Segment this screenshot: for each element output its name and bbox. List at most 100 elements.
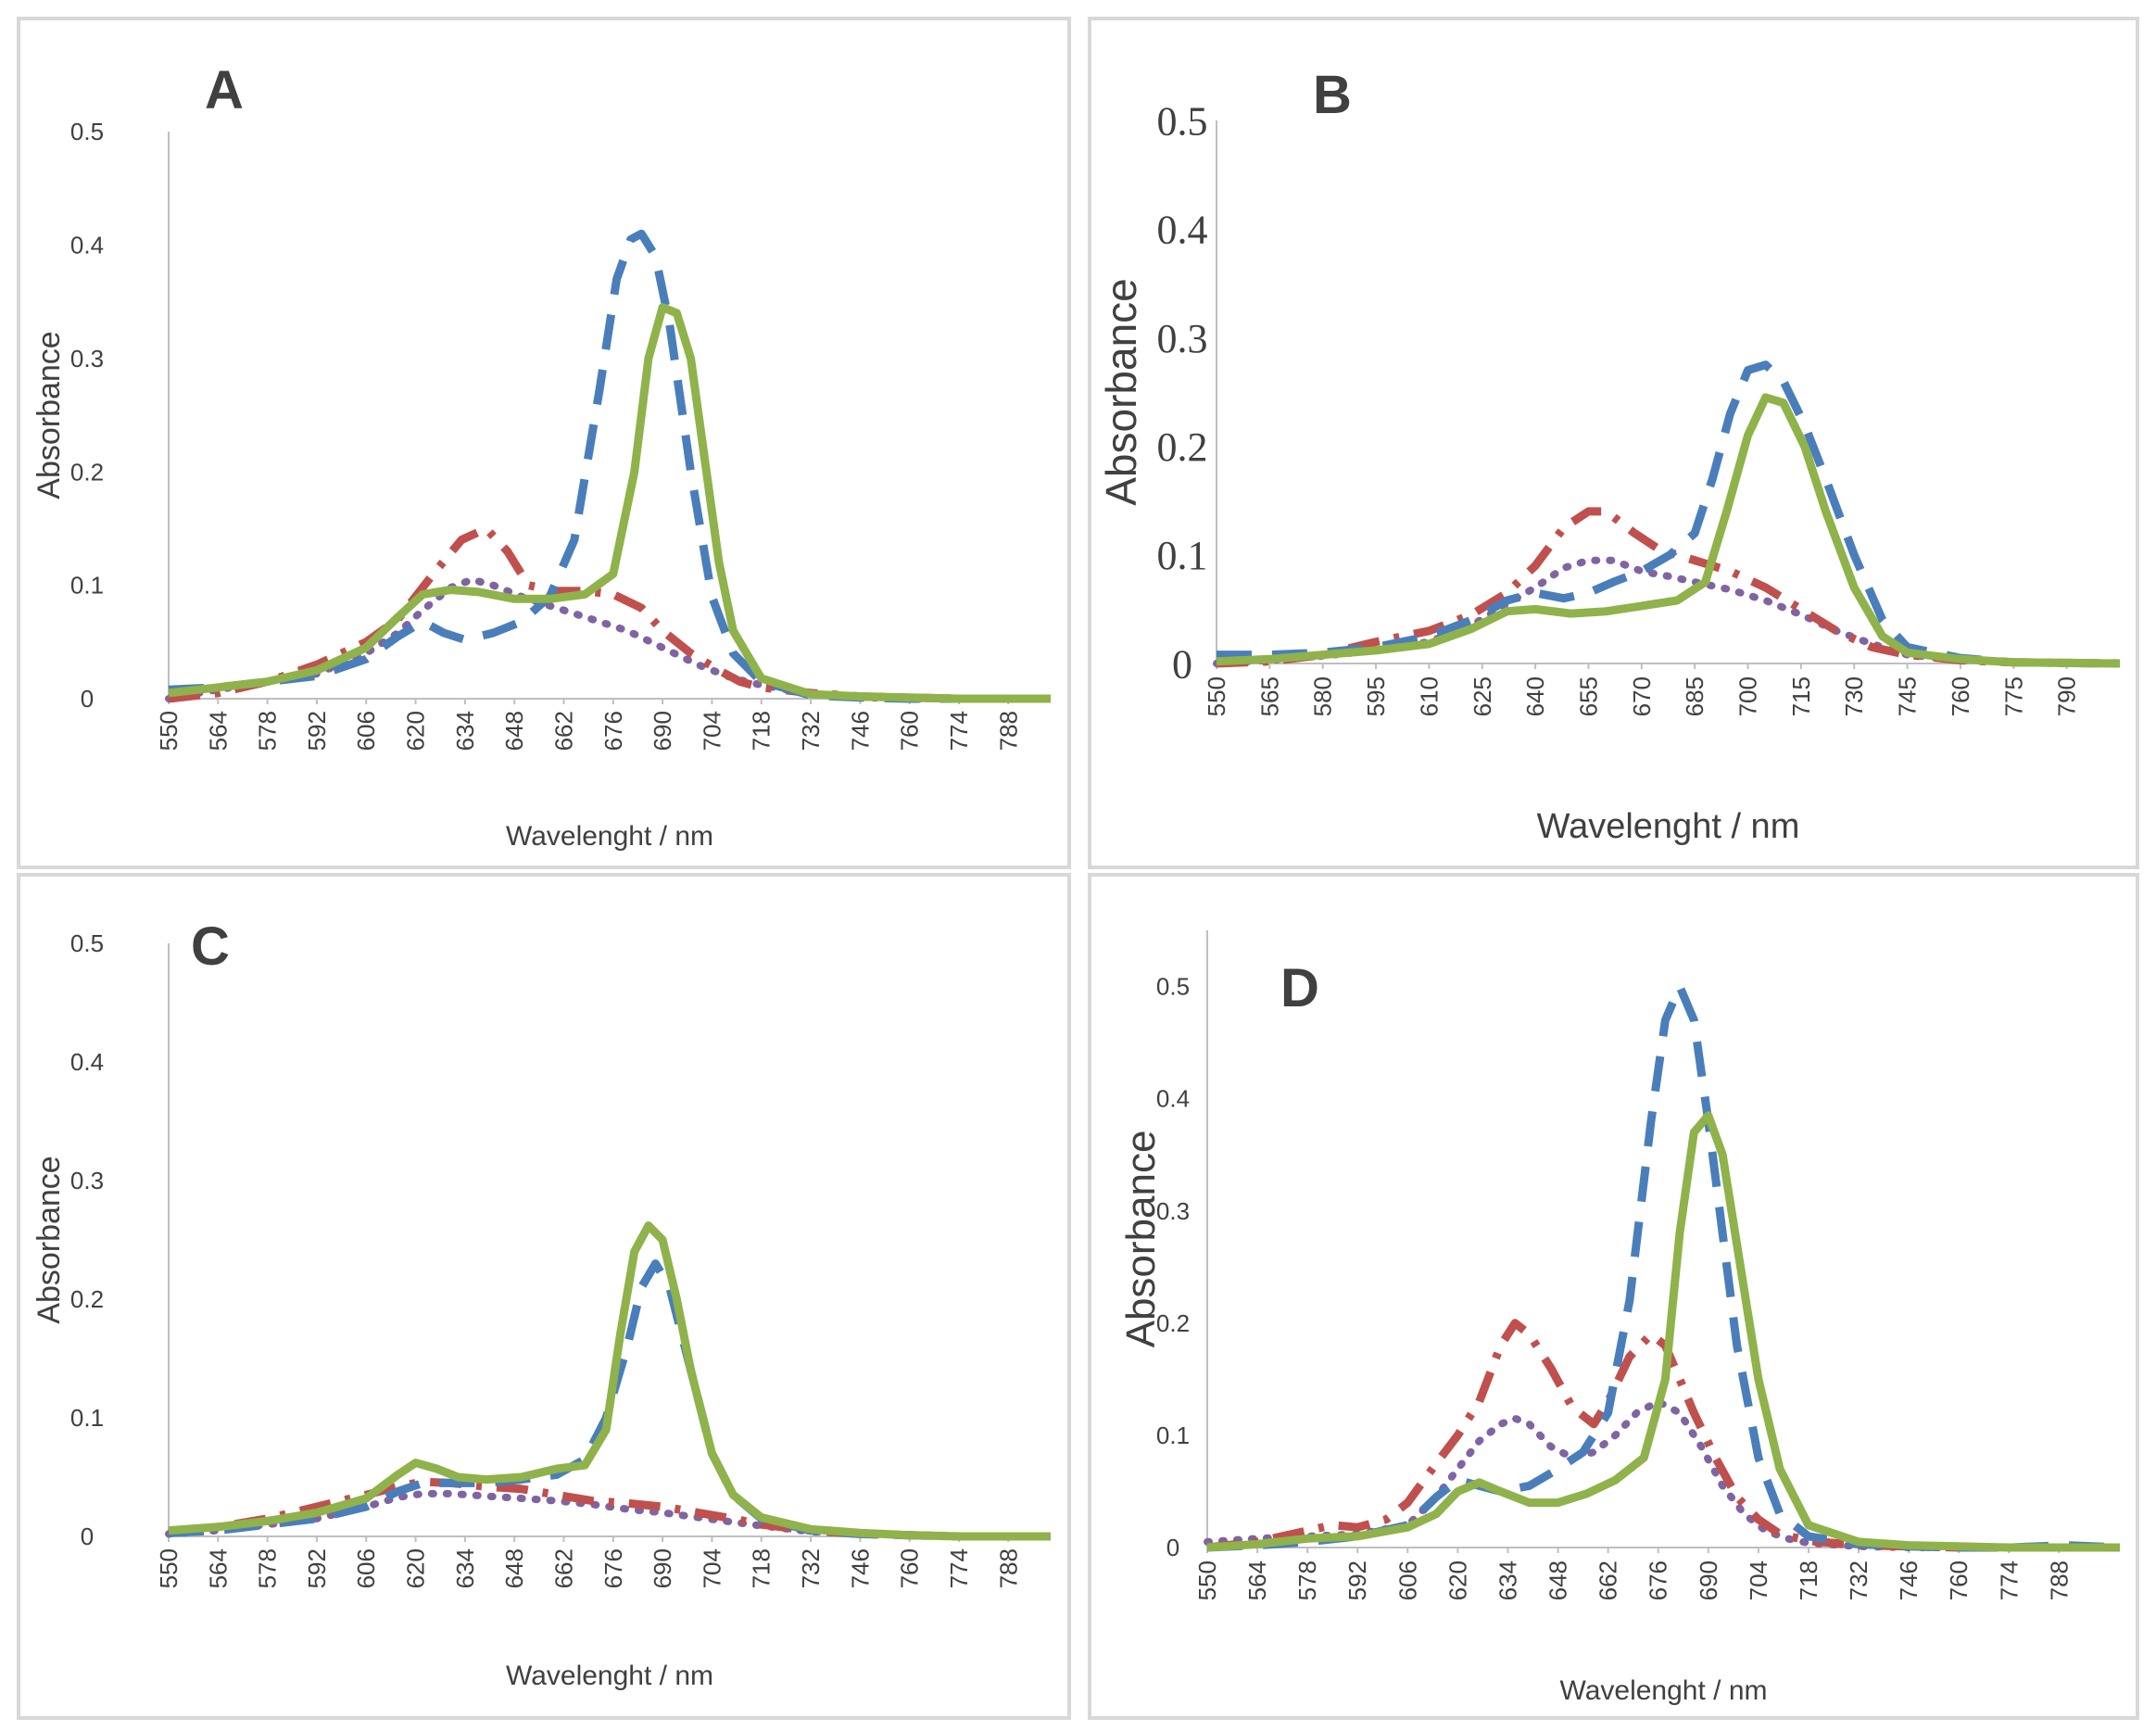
panel-label: C [191,916,230,977]
x-tick-label: 790 [2053,676,2081,716]
y-axis-title: Absorbance [1097,278,1145,506]
x-tick-label: 732 [1845,1560,1872,1600]
x-tick-label: 564 [204,1548,232,1588]
x-tick-label: 580 [1309,676,1337,716]
x-tick-label: 606 [352,711,380,751]
x-tick-label: 655 [1574,676,1602,716]
y-tick-label: 0.5 [1157,98,1208,144]
x-tick-label: 634 [451,711,479,751]
x-tick-label: 704 [1745,1560,1772,1600]
x-tick-label: 578 [254,711,282,751]
series-line-blue-dashed [1217,360,2121,668]
x-tick-label: 648 [500,1548,528,1588]
series-line-green-solid [1206,1111,2120,1552]
y-tick-label: 0.5 [1156,973,1190,1001]
y-tick-label: 0.5 [70,118,104,145]
x-tick-label: 704 [698,711,725,751]
y-tick-label: 0.2 [70,1285,104,1313]
x-tick-label: 662 [549,1548,577,1588]
x-tick-label: 730 [1840,676,1868,716]
x-tick-label: 620 [402,1548,430,1588]
x-tick-label: 760 [1945,1560,1973,1600]
x-tick-label: 565 [1255,676,1283,716]
x-tick-label: 690 [649,711,676,751]
x-tick-label: 620 [1444,1560,1471,1600]
x-tick-label: 578 [254,1548,282,1588]
x-axis-title: Wavelenght / nm [506,821,713,852]
x-tick-label: 606 [352,1548,380,1588]
panel-label: B [1313,65,1352,125]
y-tick-label: 0.1 [1156,1421,1190,1449]
x-tick-label: 564 [1243,1560,1271,1600]
x-tick-label: 746 [1895,1560,1923,1600]
x-tick-label: 788 [994,711,1022,751]
x-tick-label: 640 [1521,676,1549,716]
x-tick-label: 550 [1193,1560,1221,1600]
y-axis-title: Absorbance [32,1156,67,1323]
y-tick-label: 0.3 [1157,316,1208,361]
x-tick-label: 718 [748,1548,775,1588]
y-tick-label: 0.2 [1156,1309,1190,1337]
x-tick-label: 595 [1362,676,1390,716]
x-tick-label: 662 [549,711,577,751]
y-tick-label: 0.4 [70,1048,104,1076]
x-tick-label: 760 [1947,676,1974,716]
series-line-red-dashdot [1206,1319,2120,1552]
chart-panel-a: 0 0.1 0.2 0.3 0.4 0.5 550 564 578 592 606 620 634 648… [17,17,1071,869]
x-tick-label: 606 [1393,1560,1421,1600]
chart-panel-d: 0 0.1 0.2 0.3 0.4 0.5 550 564 578 592 606 620 634 648… [1088,873,2139,1720]
series-line-red-dashdot [1216,507,2121,668]
x-tick-label: 670 [1628,676,1656,716]
x-tick-label: 550 [155,1548,183,1588]
chart-d-svg: 0 0.1 0.2 0.3 0.4 0.5 550 564 578 592 606 620 634 648… [1118,930,2124,1706]
series-line-green-solid [1216,393,2121,668]
x-tick-label: 634 [1494,1560,1521,1600]
x-tick-label: 550 [155,711,183,751]
x-tick-label: 676 [599,1548,627,1588]
x-tick-label: 592 [303,1548,331,1588]
x-tick-label: 704 [698,1548,725,1588]
y-axis-title: Absorbance [32,331,67,499]
y-tick-label: 0.1 [70,1404,104,1432]
x-tick-label: 700 [1734,676,1762,716]
x-tick-label: 774 [945,1548,973,1588]
x-tick-label: 745 [1894,676,1922,716]
x-tick-label: 634 [451,1548,479,1588]
y-tick-label: 0.1 [70,572,104,600]
x-tick-label: 592 [303,711,331,751]
y-tick-label: 0 [1166,1534,1179,1561]
y-tick-label: 0 [81,1523,94,1550]
x-tick-label: 732 [797,1548,825,1588]
chart-a-svg: 0 0.1 0.2 0.3 0.4 0.5 550 564 578 592 606 620 634 648… [32,60,1054,852]
x-tick-label: 775 [1999,676,2027,716]
y-tick-label: 0.3 [70,345,104,373]
chart-c-svg: 0 0.1 0.2 0.3 0.4 0.5 550 564 578 592 606 620 634 648… [32,916,1054,1691]
chart-panel-b: 0 0.1 0.2 0.3 0.4 0.5 550 565 580 595 610 625 640 655… [1088,17,2139,869]
x-tick-label: 610 [1415,676,1443,716]
x-tick-label: 625 [1469,676,1496,716]
x-tick-label: 578 [1293,1560,1321,1600]
series-line-blue-dashed [1206,982,2121,1552]
x-tick-label: 648 [500,711,528,751]
x-axis-title: Wavelenght / nm [506,1661,713,1691]
x-tick-label: 550 [1203,676,1230,716]
x-tick-label: 760 [896,711,924,751]
x-tick-label: 662 [1595,1560,1622,1600]
y-tick-label: 0 [81,685,94,713]
x-tick-label: 774 [1995,1560,2023,1600]
y-tick-label: 0.3 [1156,1197,1190,1225]
x-axis-title: Wavelenght / nm [1560,1675,1768,1706]
x-tick-label: 685 [1681,676,1708,716]
series-line-green-solid [168,1221,1051,1541]
x-axis-title: Wavelenght / nm [1537,807,1800,846]
x-tick-label: 788 [994,1548,1022,1588]
series-line-green-solid [168,303,1051,703]
chart-b-svg: 0 0.1 0.2 0.3 0.4 0.5 550 565 580 595 610 625 640 655… [1097,65,2124,846]
y-axis-title: Absorbance [1118,1131,1164,1348]
y-tick-label: 0 [1172,641,1192,687]
x-tick-label: 746 [846,711,874,751]
y-tick-label: 0.1 [1157,533,1208,578]
x-tick-label: 564 [204,711,232,751]
chart-panel-c: 0 0.1 0.2 0.3 0.4 0.5 550 564 578 592 606 620 634 648… [17,873,1071,1720]
x-tick-label: 718 [748,711,775,751]
